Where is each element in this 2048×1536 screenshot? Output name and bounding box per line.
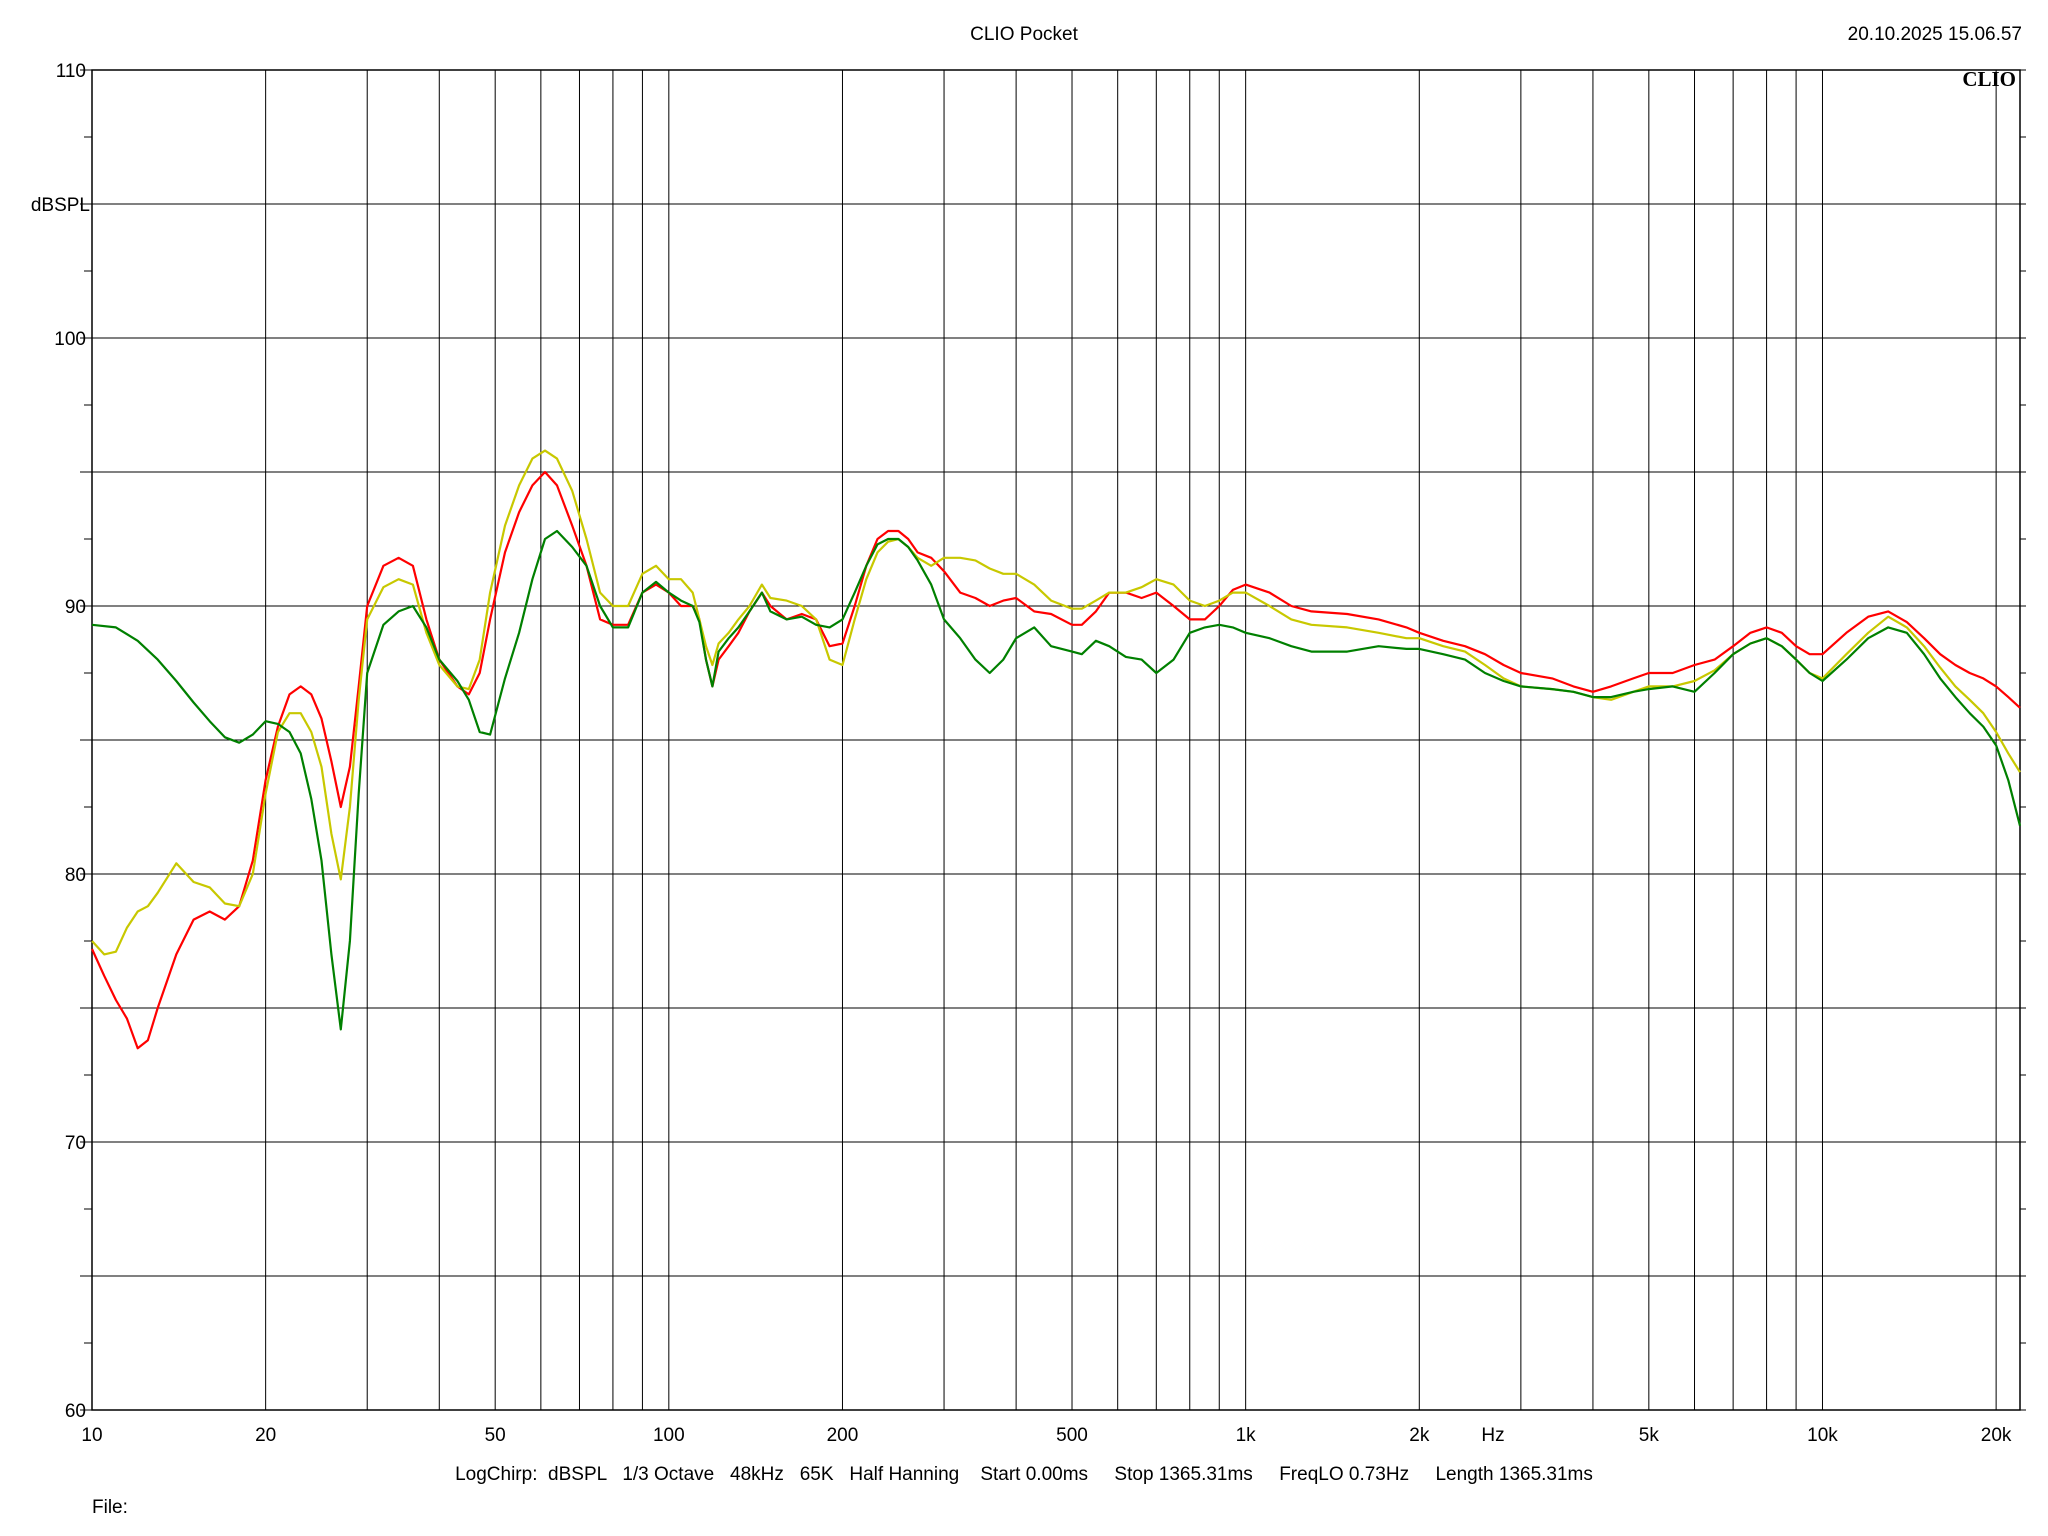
y-tick-label: 90 bbox=[65, 597, 86, 618]
app-title: CLIO Pocket bbox=[970, 24, 1078, 45]
x-tick-label: 10k bbox=[1807, 1425, 1838, 1446]
plot-frame bbox=[91, 69, 2021, 1411]
x-axis-label: Hz bbox=[1481, 1425, 1504, 1446]
y-axis-label: dBSPL bbox=[31, 195, 90, 216]
file-label: File: bbox=[92, 1497, 128, 1518]
y-tick-label: 110 bbox=[56, 61, 86, 82]
x-tick-label: 200 bbox=[827, 1425, 859, 1446]
x-tick-label: 20k bbox=[1981, 1425, 2012, 1446]
series-line-2 bbox=[91, 449, 2021, 956]
measurement-settings: LogChirp: dBSPL 1/3 Octave 48kHz 65K Hal… bbox=[455, 1464, 1593, 1485]
x-tick-label: 50 bbox=[485, 1425, 506, 1446]
x-tick-label: 500 bbox=[1056, 1425, 1088, 1446]
clio-logo: CLIO bbox=[1962, 67, 2016, 91]
curves bbox=[90, 449, 2022, 1050]
x-tick-label: 100 bbox=[653, 1425, 685, 1446]
x-tick-label: 10 bbox=[81, 1425, 102, 1446]
grid bbox=[80, 69, 2026, 1411]
x-tick-label: 5k bbox=[1639, 1425, 1660, 1446]
tick-labels: 110 100 90 80 70 60 10 20 50 100 200 500 1k 2k 5k 10k 20… bbox=[54, 61, 2012, 1446]
series-line-3 bbox=[91, 529, 2022, 1031]
x-tick-label: 20 bbox=[255, 1425, 276, 1446]
y-tick-label: 60 bbox=[65, 1401, 86, 1422]
x-tick-label: 1k bbox=[1236, 1425, 1257, 1446]
y-tick-label: 100 bbox=[54, 329, 86, 350]
series-line-1 bbox=[90, 470, 2021, 1050]
y-tick-label: 70 bbox=[65, 1133, 86, 1154]
y-tick-label: 80 bbox=[65, 865, 86, 886]
x-tick-label: 2k bbox=[1409, 1425, 1430, 1446]
timestamp: 20.10.2025 15.06.57 bbox=[1847, 24, 2022, 45]
